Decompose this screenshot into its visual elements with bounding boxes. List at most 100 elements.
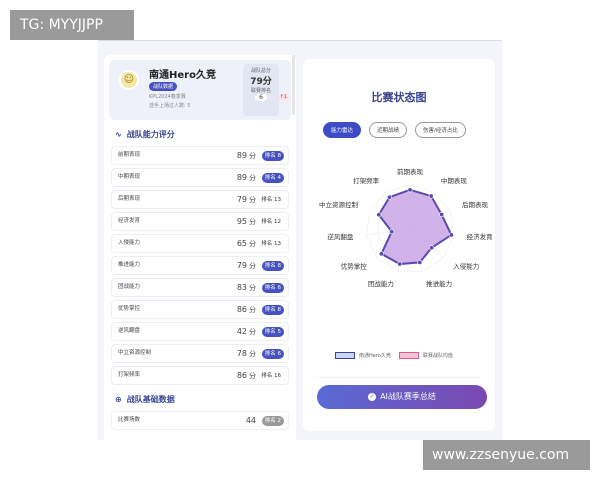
ability-label: 中立资源控制 xyxy=(118,350,152,356)
basic-title: 战队基础数据 xyxy=(126,395,175,404)
scrollbar[interactable] xyxy=(292,55,295,115)
team-panel: ☺ 南通Hero久竞 战队数据 KPL2024春季赛 选手上场过人数: 5 战队… xyxy=(104,55,296,440)
watermark-top-left: TG: MYYJJPP xyxy=(10,10,134,40)
radar-data-point xyxy=(407,187,413,193)
ability-list: 前期表现 89 分 排名 8 中期表现 89 分 排名 4 后期表现 79 分 排名 13… xyxy=(109,146,291,385)
ability-rank-badge: 排名 16 xyxy=(261,373,281,379)
ability-row: 中立资源控制 78 分 排名 6 xyxy=(111,344,289,363)
ability-score: 89 分 xyxy=(236,173,256,182)
basic-label: 比赛场数 xyxy=(118,417,141,423)
ability-rank-badge: 排名 8 xyxy=(261,151,284,161)
check-circle-icon: ✓ xyxy=(368,392,377,401)
chart-legend: 南通Hero久竞 联赛战队均值 xyxy=(335,352,453,359)
ability-score: 65 分 xyxy=(236,239,256,248)
ai-summary-button[interactable]: ✓ AI战队赛季总结 xyxy=(317,385,487,409)
radar-data-point xyxy=(397,261,403,267)
ability-score: 79 分 xyxy=(236,261,256,270)
ability-label: 中期表现 xyxy=(118,174,141,180)
basic-rank-badge: 排名 2 xyxy=(261,416,284,426)
team-logo: ☺ xyxy=(119,70,139,90)
radar-data-point xyxy=(429,245,435,251)
season-label: KPL2024春季赛 xyxy=(149,94,186,100)
ability-row: 推进能力 79 分 排名 8 xyxy=(111,256,289,275)
radar-data-point xyxy=(439,212,445,218)
basic-section-title: ⊕ 战队基础数据 xyxy=(115,394,291,405)
ability-label: 打架频率 xyxy=(118,372,141,378)
radar-axis-label: 入侵能力 xyxy=(453,261,479,270)
rank-value: 6 xyxy=(255,94,267,101)
radar-axis-label: 前期表现 xyxy=(397,167,424,176)
score-label: 战队总分 xyxy=(250,68,271,74)
legend-swatch xyxy=(398,352,419,359)
ability-section-title: ∿ 战队能力评分 xyxy=(115,129,291,140)
rank-label: 联赛排名 xyxy=(250,88,271,94)
radar-axis-label: 经济发育 xyxy=(467,232,494,241)
ai-button-label: AI战队赛季总结 xyxy=(380,392,436,401)
radar-axis-label: 推进能力 xyxy=(426,279,452,288)
ability-score: 95 分 xyxy=(236,217,256,226)
radar-series-polygon xyxy=(377,188,453,266)
rank-change-badge: ↑1 xyxy=(277,94,289,100)
team-score-box: 战队总分 79分 联赛排名 6 xyxy=(243,64,279,116)
ability-row: 逆风翻盘 42 分 排名 5 xyxy=(111,322,289,341)
tab-recent-results[interactable]: 近期战绩 xyxy=(369,122,408,138)
radar-data-point xyxy=(376,212,382,218)
radar-axis-label: 团战能力 xyxy=(368,279,394,288)
legend-label: 联赛战队均值 xyxy=(422,353,453,359)
ability-score: 79 分 xyxy=(236,195,256,204)
ability-row: 打架频率 86 分 排名 16 xyxy=(111,366,289,385)
ability-rank-badge: 排名 6 xyxy=(261,349,284,359)
radar-data-point xyxy=(389,229,395,235)
score-value: 79分 xyxy=(250,77,272,87)
ability-row: 前期表现 89 分 排名 8 xyxy=(111,146,289,165)
ability-label: 逆风翻盘 xyxy=(118,328,141,334)
team-name: 南通Hero久竞 xyxy=(149,70,216,81)
app-screenshot: ☺ 南通Hero久竞 战队数据 KPL2024春季赛 选手上场过人数: 5 战队… xyxy=(98,40,502,440)
radar-data-point xyxy=(387,194,393,200)
radar-data-point xyxy=(417,259,423,265)
chart-panel: 比赛状态图 能力雷达 近期战绩 伤害/经济占比 前期表现 中期表现 后期表现 经济发育… xyxy=(303,59,495,431)
ability-rank-badge: 排名 5 xyxy=(261,327,284,337)
radar-data-point xyxy=(448,232,454,238)
tab-ability-radar[interactable]: 能力雷达 xyxy=(323,122,362,138)
radar-axis-label: 打架频率 xyxy=(353,176,380,185)
radar-axis-label: 中立资源控制 xyxy=(319,200,359,209)
ability-rank-badge: 排名 6 xyxy=(261,283,284,293)
radar-axis-label: 中期表现 xyxy=(441,176,468,185)
ability-score: 78 分 xyxy=(236,349,256,358)
ability-row: 经济发育 95 分 排名 12 xyxy=(111,212,289,231)
team-header-card: ☺ 南通Hero久竞 战队数据 KPL2024春季赛 选手上场过人数: 5 战队… xyxy=(109,60,291,120)
ability-rank-badge: 排名 12 xyxy=(261,219,281,225)
legend-swatch xyxy=(335,352,355,359)
watermark-bottom-right: www.zzsenyue.com xyxy=(423,440,590,470)
radar-data-point xyxy=(428,193,434,199)
ability-row: 优势掌控 86 分 排名 8 xyxy=(111,300,289,319)
players-count: 选手上场过人数: 5 xyxy=(149,103,191,109)
ability-rank-badge: 排名 4 xyxy=(261,173,284,183)
ability-row: 入侵能力 65 分 排名 13 xyxy=(111,234,289,253)
basic-value: 44 xyxy=(245,416,256,425)
legend-item-league-avg[interactable]: 联赛战队均值 xyxy=(398,352,453,359)
ability-rank-badge: 排名 8 xyxy=(261,305,284,315)
basic-row: 比赛场数 44 排名 2 xyxy=(111,411,289,430)
ability-label: 前期表现 xyxy=(118,152,141,158)
ability-score: 86 分 xyxy=(236,305,256,314)
ability-row: 团战能力 83 分 排名 6 xyxy=(111,278,289,297)
plus-circle-icon: ⊕ xyxy=(115,395,122,404)
ability-label: 团战能力 xyxy=(118,284,141,290)
ability-label: 入侵能力 xyxy=(118,240,141,246)
ability-rank-badge: 排名 13 xyxy=(261,197,281,203)
radar-axis-label: 逆风翻盘 xyxy=(327,232,354,241)
ability-label: 优势掌控 xyxy=(118,306,141,312)
legend-item-team[interactable]: 南通Hero久竞 xyxy=(335,352,391,359)
tab-damage-economy[interactable]: 伤害/经济占比 xyxy=(415,122,466,138)
ability-score: 86 分 xyxy=(236,371,256,380)
ability-label: 经济发育 xyxy=(118,218,141,224)
legend-label: 南通Hero久竞 xyxy=(359,353,391,359)
chart-title: 比赛状态图 xyxy=(371,91,427,104)
radar-grid-ring xyxy=(366,184,454,272)
radar-axis-label: 优势掌控 xyxy=(341,261,368,270)
ability-rank-badge: 排名 13 xyxy=(261,241,281,247)
ability-row: 后期表现 79 分 排名 13 xyxy=(111,190,289,209)
